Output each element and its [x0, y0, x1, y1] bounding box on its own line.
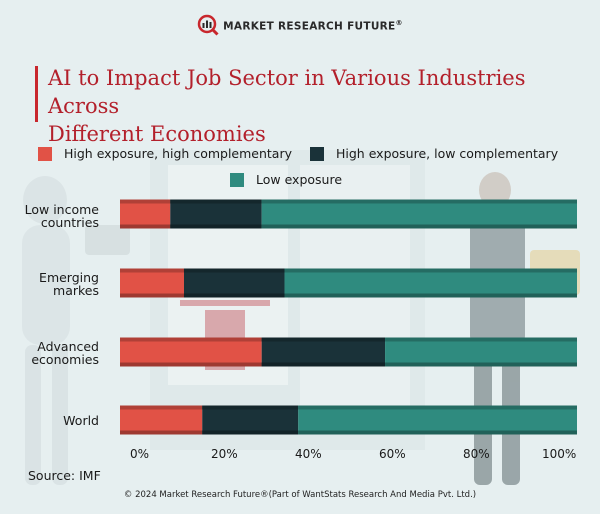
bar-segment-shadow [298, 430, 577, 435]
bar-segment-shadow [120, 224, 171, 229]
legend-swatch-high-high [38, 147, 52, 161]
chart-title-line-2: Different Economies [48, 122, 266, 146]
brand-header: MARKET RESEARCH FUTURE® [0, 14, 600, 39]
x-tick-label: 100% [542, 447, 577, 461]
bar-segment-shadow [385, 362, 577, 367]
category-label-emerging: Emerging markes [39, 270, 99, 298]
bar-segment-bevel [120, 268, 184, 273]
bar-segment-bevel [183, 268, 285, 273]
bar-segment [120, 268, 184, 298]
bar-segment-bevel [120, 337, 262, 342]
bar-segment-bevel [120, 199, 171, 204]
bar-segment-shadow [120, 362, 262, 367]
bar-segment [120, 337, 262, 367]
bar-segment [298, 405, 577, 435]
legend-label-high-low: High exposure, low complementary [336, 146, 559, 161]
bar-segment [120, 405, 203, 435]
bar-segment [261, 199, 577, 229]
x-tick-label: 80% [463, 447, 490, 461]
bar-segment-bevel [385, 337, 577, 342]
bar-segment-bevel [261, 199, 577, 204]
bar-segment-shadow [261, 362, 386, 367]
x-tick-label: 20% [211, 447, 238, 461]
brand-logo-icon [197, 14, 219, 39]
bar-segment [120, 199, 171, 229]
bar-segment-shadow [261, 224, 577, 229]
bar-segment-bevel [261, 337, 386, 342]
bar-segment-bevel [170, 199, 262, 204]
legend-label-low: Low exposure [256, 172, 343, 187]
bar-segment [261, 337, 386, 367]
brand-registered-mark: ® [395, 19, 403, 27]
x-tick-label: 0% [130, 447, 150, 461]
category-label-low-income: Low income countries [24, 202, 99, 230]
source-note: Source: IMF [28, 468, 101, 483]
category-label-advanced: Advanced economies [31, 339, 99, 367]
brand-name: MARKET RESEARCH FUTURE [223, 20, 396, 33]
bar-segment-bevel [284, 268, 577, 273]
bar-segment-bevel [298, 405, 577, 410]
copyright-footer: © 2024 Market Research Future®(Part of W… [123, 490, 477, 500]
bar-segment-shadow [120, 293, 184, 298]
bar-segment [170, 199, 262, 229]
bar-segment [284, 268, 577, 298]
title-accent-bar [35, 66, 38, 122]
x-tick-label: 60% [379, 447, 406, 461]
x-tick-label: 40% [295, 447, 322, 461]
bar-segment-shadow [202, 430, 299, 435]
bar-segment-shadow [183, 293, 285, 298]
legend-label-high-high: High exposure, high complementary [64, 146, 292, 161]
bar-segment [385, 337, 577, 367]
chart-title-line-1: AI to Impact Job Sector in Various Indus… [48, 66, 526, 118]
bar-segment [183, 268, 285, 298]
chart-title: AI to Impact Job Sector in Various Indus… [48, 64, 588, 148]
category-label-world: World [63, 413, 99, 428]
bar-segment-bevel [120, 405, 203, 410]
bar-segment-shadow [120, 430, 203, 435]
legend-swatch-low [230, 173, 244, 187]
legend-swatch-high-low [310, 147, 324, 161]
bar-segment-bevel [202, 405, 299, 410]
bar-segment [202, 405, 299, 435]
bar-segment-shadow [170, 224, 262, 229]
bar-segment-shadow [284, 293, 577, 298]
